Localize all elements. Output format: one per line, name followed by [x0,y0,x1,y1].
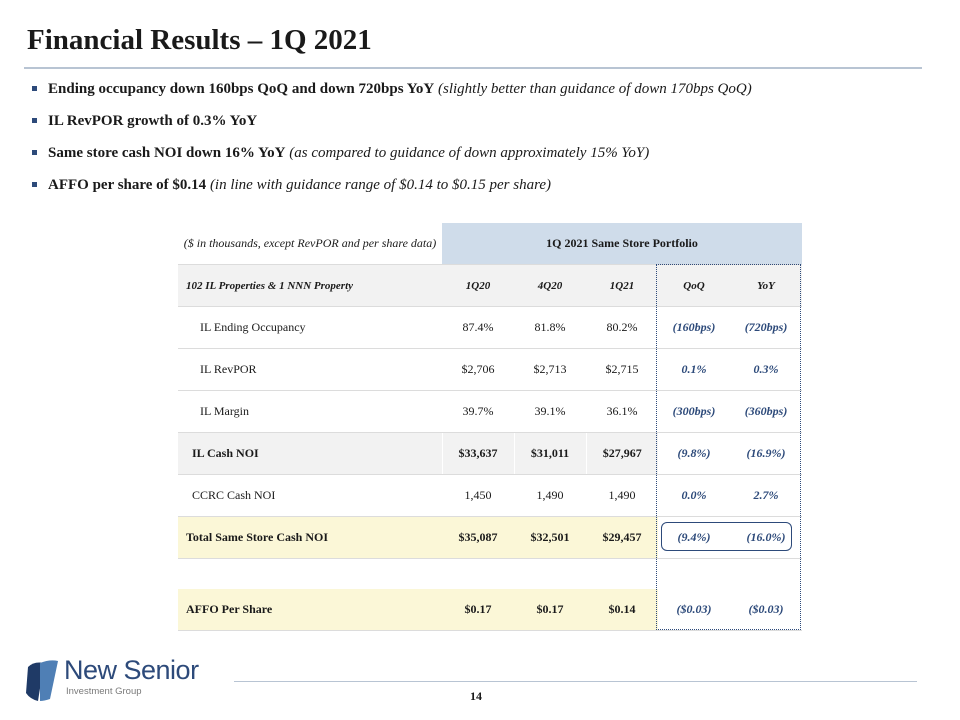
cell-change: 2.7% [730,474,803,517]
cell: $33,637 [441,432,514,475]
row-label: IL RevPOR [178,348,442,391]
footer-divider [234,681,917,682]
bullet-note: (as compared to guidance of down approxi… [289,145,650,161]
bullet-square-icon [32,150,37,155]
cell: 81.8% [514,306,586,349]
page-title: Financial Results – 1Q 2021 [27,24,372,56]
cell-change: (9.4%) [658,516,730,559]
cell-change: 0.0% [658,474,730,517]
bullet-text: AFFO per share of $0.14 [48,177,207,193]
row-label: IL Margin [178,390,442,433]
row-label: IL Cash NOI [178,432,442,475]
cell: $2,713 [514,348,586,391]
company-logo: New Senior Investment Group [24,655,224,705]
table-row-total: Total Same Store Cash NOI $35,087 $32,50… [178,516,803,559]
bullet-affo: AFFO per share of $0.14 (in line with gu… [30,174,930,206]
cell-change: 0.1% [658,348,730,391]
logo-name: New Senior [64,655,199,685]
cell: 39.1% [514,390,586,433]
cell-change: (720bps) [730,306,803,349]
page-number: 14 [470,689,482,703]
row-label: AFFO Per Share [178,589,442,631]
bullet-noi: Same store cash NOI down 16% YoY (as com… [30,142,930,174]
bullet-occupancy: Ending occupancy down 160bps QoQ and dow… [30,78,930,110]
row-label: Total Same Store Cash NOI [178,516,442,559]
bullet-text: Ending occupancy down 160bps QoQ and dow… [48,81,435,97]
cell: $2,706 [442,348,514,391]
cell: 36.1% [586,390,658,433]
cell-change: (16.0%) [730,516,803,559]
bullet-text: IL RevPOR growth of 0.3% YoY [48,113,258,129]
bullet-square-icon [32,118,37,123]
bullet-note: (slightly better than guidance of down 1… [438,81,752,97]
bullet-revpor: IL RevPOR growth of 0.3% YoY [30,110,930,142]
cell-change: ($0.03) [658,589,730,631]
bullet-note: (in line with guidance range of $0.14 to… [209,177,552,193]
cell-change: (16.9%) [730,432,803,475]
cell: $0.17 [442,589,514,631]
table-row: IL RevPOR $2,706 $2,713 $2,715 0.1% 0.3% [178,348,803,391]
cell: $0.17 [514,589,586,631]
cell-change: (9.8%) [658,432,730,475]
logo-subtitle: Investment Group [66,686,142,697]
cell-change: (360bps) [730,390,803,433]
cell: 87.4% [442,306,514,349]
table-title-row: ($ in thousands, except RevPOR and per s… [178,223,803,265]
cell-change: (300bps) [658,390,730,433]
title-divider [24,67,922,69]
col-1q20: 1Q20 [442,264,514,307]
bullet-square-icon [32,86,37,91]
cell: $27,967 [585,432,658,475]
col-1q21: 1Q21 [586,264,658,307]
cell: 1,490 [586,474,658,517]
cell: $35,087 [442,516,514,559]
column-header-row: 102 IL Properties & 1 NNN Property 1Q20 … [178,264,803,307]
highlights-list: Ending occupancy down 160bps QoQ and dow… [30,78,930,206]
cell: 39.7% [442,390,514,433]
same-store-table: ($ in thousands, except RevPOR and per s… [178,223,803,631]
cell: 80.2% [586,306,658,349]
cell: $31,011 [513,432,586,475]
table-units-note: ($ in thousands, except RevPOR and per s… [178,223,442,265]
portfolio-header: 1Q 2021 Same Store Portfolio [442,223,803,265]
row-label: CCRC Cash NOI [178,474,442,517]
col-4q20: 4Q20 [514,264,586,307]
table-spacer-row [178,558,803,589]
table-row: CCRC Cash NOI 1,450 1,490 1,490 0.0% 2.7… [178,474,803,517]
col-yoy: YoY [730,264,803,307]
cell: $29,457 [586,516,658,559]
row-header-label: 102 IL Properties & 1 NNN Property [178,264,442,307]
row-label: IL Ending Occupancy [178,306,442,349]
cell: $0.14 [586,589,658,631]
table-row: IL Margin 39.7% 39.1% 36.1% (300bps) (36… [178,390,803,433]
cell-change: (160bps) [658,306,730,349]
logo-mark-icon [26,660,58,701]
cell-change: 0.3% [730,348,803,391]
bullet-text: Same store cash NOI down 16% YoY [48,145,286,161]
table-row: IL Ending Occupancy 87.4% 81.8% 80.2% (1… [178,306,803,349]
cell: 1,490 [514,474,586,517]
cell-change: ($0.03) [730,589,803,631]
cell: $32,501 [514,516,586,559]
cell: $2,715 [586,348,658,391]
table-row-affo: AFFO Per Share $0.17 $0.17 $0.14 ($0.03)… [178,589,803,631]
col-qoq: QoQ [658,264,730,307]
cell: 1,450 [442,474,514,517]
bullet-square-icon [32,182,37,187]
table-row-subtotal: IL Cash NOI $33,637 $31,011 $27,967 (9.8… [178,432,803,475]
